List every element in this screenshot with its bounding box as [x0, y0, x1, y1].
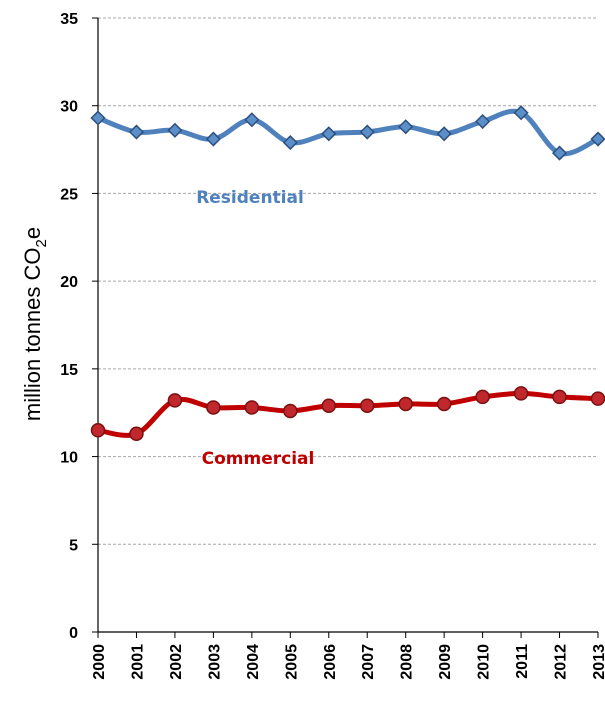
- y-tick-label: 25: [60, 186, 78, 203]
- data-point-commercial: [398, 396, 413, 412]
- data-point-commercial: [206, 400, 221, 415]
- x-tick-label: 2006: [322, 644, 339, 680]
- data-point-commercial: [167, 393, 183, 408]
- y-tick-label: 30: [60, 99, 78, 116]
- x-tick-label: 2004: [245, 644, 262, 680]
- y-tick-label: 15: [60, 362, 78, 379]
- y-tick-label: 20: [60, 274, 78, 291]
- y-tick-labels: 0 5 10 15 20 25 30 35: [60, 11, 78, 642]
- series-markers: [90, 105, 605, 442]
- y-axis-label-suffix: e: [20, 227, 45, 239]
- data-point-commercial: [244, 400, 260, 415]
- data-point-commercial: [359, 398, 375, 413]
- series-labels: Residential Commercial: [196, 188, 314, 469]
- data-point-residential: [436, 126, 452, 142]
- data-point-residential: [321, 126, 337, 142]
- data-point-commercial: [552, 389, 567, 405]
- x-tick-label: 2002: [168, 644, 185, 680]
- x-tick-label: 2009: [437, 644, 454, 680]
- x-tick-label: 2003: [206, 644, 223, 680]
- data-point-residential: [398, 119, 414, 135]
- x-tick-label: 2013: [591, 644, 605, 680]
- y-tick-label: 10: [60, 450, 78, 467]
- x-tick-labels: 2000 2001 2002 2003 2004 2005 2006 2007 2008 2009…: [91, 644, 605, 680]
- x-tick-label: 2005: [283, 644, 300, 680]
- data-point-residential: [590, 131, 605, 147]
- data-point-residential: [205, 131, 221, 147]
- data-point-residential: [128, 124, 145, 140]
- gridlines: [98, 17, 598, 545]
- data-point-residential: [282, 134, 298, 151]
- data-point-residential: [475, 113, 491, 130]
- data-point-residential: [551, 145, 568, 161]
- x-tick-label: 2000: [91, 644, 108, 680]
- y-axis-label: million tonnes CO2e: [20, 227, 50, 421]
- data-point-residential: [167, 122, 183, 138]
- y-tick-label: 35: [60, 11, 78, 28]
- data-point-residential: [513, 105, 529, 121]
- series-label-commercial: Commercial: [202, 449, 315, 469]
- y-tick-label: 0: [69, 625, 78, 642]
- x-tick-label: 2011: [514, 644, 531, 679]
- data-point-commercial: [590, 391, 605, 406]
- x-tick-label: 2001: [129, 644, 146, 680]
- data-point-commercial: [129, 426, 144, 442]
- x-tick-label: 2012: [553, 644, 570, 680]
- data-point-residential: [359, 124, 375, 140]
- y-tick-label: 5: [69, 537, 78, 554]
- x-tick-label: 2008: [399, 644, 416, 680]
- data-point-commercial: [513, 386, 529, 401]
- x-tick-label: 2007: [360, 644, 377, 680]
- data-point-commercial: [283, 403, 298, 419]
- data-point-commercial: [475, 389, 490, 405]
- data-point-commercial: [90, 423, 106, 438]
- y-axis-label-main: million tonnes CO: [20, 247, 45, 421]
- data-point-commercial: [436, 396, 452, 412]
- data-point-commercial: [321, 398, 337, 413]
- x-tick-label: 2010: [476, 644, 493, 680]
- data-point-residential: [90, 110, 106, 126]
- series-label-residential: Residential: [196, 188, 304, 208]
- data-point-residential: [244, 112, 260, 128]
- y-axis-label-subscript: 2: [33, 239, 50, 247]
